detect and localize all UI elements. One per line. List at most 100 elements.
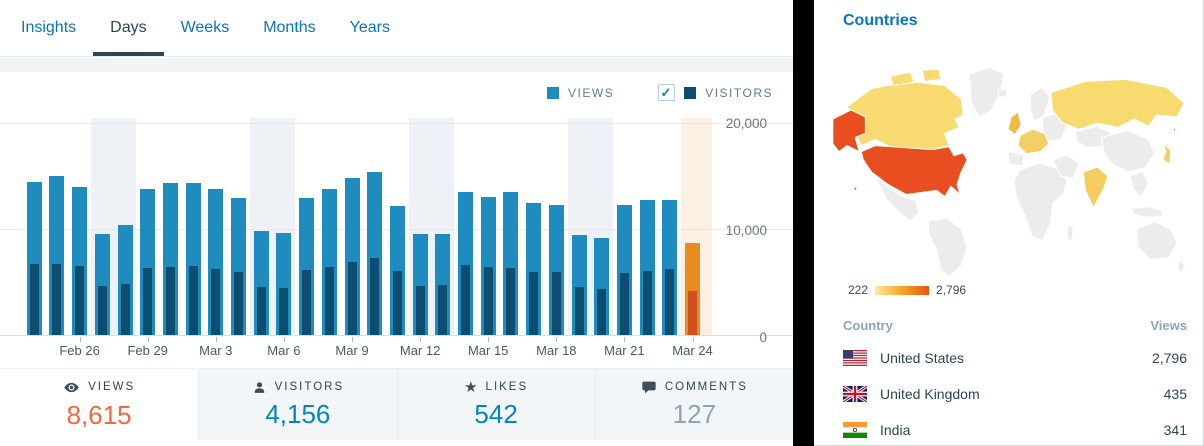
countries-table-header: Country Views [843, 318, 1187, 333]
table-row-united-states[interactable]: United States 2,796 [843, 340, 1187, 376]
visitors-checkbox[interactable]: ✓ [658, 84, 676, 101]
x-axis-tick [624, 337, 626, 342]
x-axis-tick [283, 337, 285, 342]
visitors-bar[interactable] [279, 288, 289, 335]
y-tick-0: 0 [759, 330, 767, 345]
legend-views: VIEWS [547, 86, 614, 100]
countries-title: Countries [843, 12, 918, 29]
map-indonesia [1131, 206, 1164, 218]
visitors-bar[interactable] [211, 269, 221, 335]
world-choropleth-map[interactable] [830, 58, 1190, 280]
india-flag-icon [843, 422, 867, 438]
visitors-bar[interactable] [665, 269, 675, 335]
tab-weeks[interactable]: Weeks [180, 19, 230, 36]
visitors-bar[interactable] [29, 264, 39, 335]
visitors-bar[interactable] [438, 285, 448, 335]
visitors-bar[interactable] [529, 272, 539, 335]
tab-insights[interactable]: Insights [21, 19, 77, 36]
x-axis-label: Mar 18 [536, 343, 577, 358]
summary-comments-tile[interactable]: COMMENTS 127 [594, 369, 793, 440]
map-iceland [997, 87, 1008, 99]
x-axis-label: Mar 3 [199, 343, 233, 358]
us-flag-icon [843, 350, 867, 366]
visitors-bar[interactable] [120, 284, 130, 335]
visitors-bar[interactable] [302, 270, 312, 335]
country-views: 435 [1163, 386, 1187, 402]
map-west-europe [1017, 128, 1050, 155]
period-tabbar: Insights Days Weeks Months Years [0, 0, 793, 57]
map-kamchatka-dot [1172, 126, 1177, 134]
visitors-bar[interactable] [75, 266, 85, 335]
panel-gap [0, 58, 793, 72]
legend-visitors-label: VISITORS [705, 85, 773, 100]
map-scandinavia [1029, 86, 1051, 122]
country-column-header: Country [843, 318, 893, 333]
visitors-bar[interactable] [574, 287, 584, 335]
map-russia [1050, 78, 1185, 130]
views-swatch-icon [547, 86, 560, 99]
x-axis-label: Feb 29 [127, 343, 168, 358]
visitors-bar[interactable] [256, 287, 266, 335]
visitors-bar[interactable] [597, 289, 607, 335]
map-arctic-islands [889, 68, 942, 87]
summary-visitors-value: 4,156 [265, 398, 331, 429]
visitors-bar[interactable] [165, 267, 175, 335]
x-axis-tick [420, 337, 422, 342]
visitors-bar[interactable] [347, 262, 357, 335]
tab-years[interactable]: Years [349, 19, 390, 36]
visitors-bar[interactable] [324, 267, 334, 335]
map-madagascar [1066, 224, 1074, 243]
visitors-swatch-icon [684, 86, 697, 99]
visitors-bar[interactable] [688, 291, 697, 335]
x-axis-baseline [0, 335, 793, 336]
visitors-bar[interactable] [461, 265, 470, 335]
visitors-bar[interactable] [642, 271, 652, 335]
visitors-bar[interactable] [97, 286, 107, 335]
country-views: 2,796 [1151, 350, 1187, 366]
visitors-bar[interactable] [619, 273, 629, 335]
x-axis-label: Mar 15 [467, 343, 509, 358]
tab-months[interactable]: Months [263, 19, 316, 36]
map-greenland [968, 66, 1005, 118]
chart-legend: VIEWS ✓ VISITORS [547, 84, 773, 101]
visitors-bar[interactable] [415, 286, 425, 335]
x-axis-label: Feb 26 [59, 343, 100, 358]
visitors-bar[interactable] [392, 271, 402, 335]
country-views: 341 [1163, 422, 1187, 438]
map-legend-max: 2,796 [936, 283, 967, 297]
countries-panel: Countries [814, 0, 1204, 446]
visitors-bar[interactable] [483, 267, 493, 335]
summary-views-tile[interactable]: VIEWS 8,615 [0, 369, 199, 440]
visitors-bar[interactable] [370, 258, 380, 335]
y-tick-20000: 20,000 [725, 116, 767, 131]
map-united-states-shape [860, 145, 968, 198]
visitors-bar[interactable] [506, 268, 516, 335]
visitors-bar[interactable] [52, 264, 62, 335]
visitors-bar[interactable] [551, 272, 561, 335]
summary-views-value: 8,615 [66, 399, 132, 430]
bar-chart-plot: 20,000 10,000 0 [0, 116, 793, 345]
y-tick-10000: 10,000 [725, 223, 767, 238]
country-name: India [880, 422, 911, 438]
visitors-bar[interactable] [143, 268, 153, 335]
visitors-bar[interactable] [188, 266, 198, 335]
x-axis-label: Mar 24 [672, 343, 713, 358]
map-alaska [832, 109, 866, 153]
map-japan [1162, 141, 1172, 165]
table-row-india[interactable]: India 341 [843, 412, 1187, 446]
summary-likes-tile[interactable]: ★ LIKES 542 [396, 369, 595, 440]
x-axis-tick [215, 337, 217, 342]
x-axis-label: Mar 6 [267, 343, 301, 358]
map-india [1082, 166, 1109, 209]
table-row-united-kingdom[interactable]: United Kingdom 435 [843, 376, 1187, 412]
summary-visitors-label: VISITORS [274, 381, 345, 393]
uk-flag-icon [843, 386, 867, 402]
gridline-20000 [0, 123, 793, 124]
visitors-bar[interactable] [234, 272, 243, 335]
summary-visitors-tile[interactable]: VISITORS 4,156 [198, 369, 397, 440]
tab-days[interactable]: Days [93, 0, 165, 56]
x-axis-label: Mar 12 [399, 343, 441, 358]
countries-table: United States 2,796 United Kingdom 435 [843, 340, 1187, 446]
x-axis-labels: Feb 26 Feb 29 Mar 3 Mar 6 Mar 9 Mar 12 Mar 15 M… [0, 337, 793, 360]
